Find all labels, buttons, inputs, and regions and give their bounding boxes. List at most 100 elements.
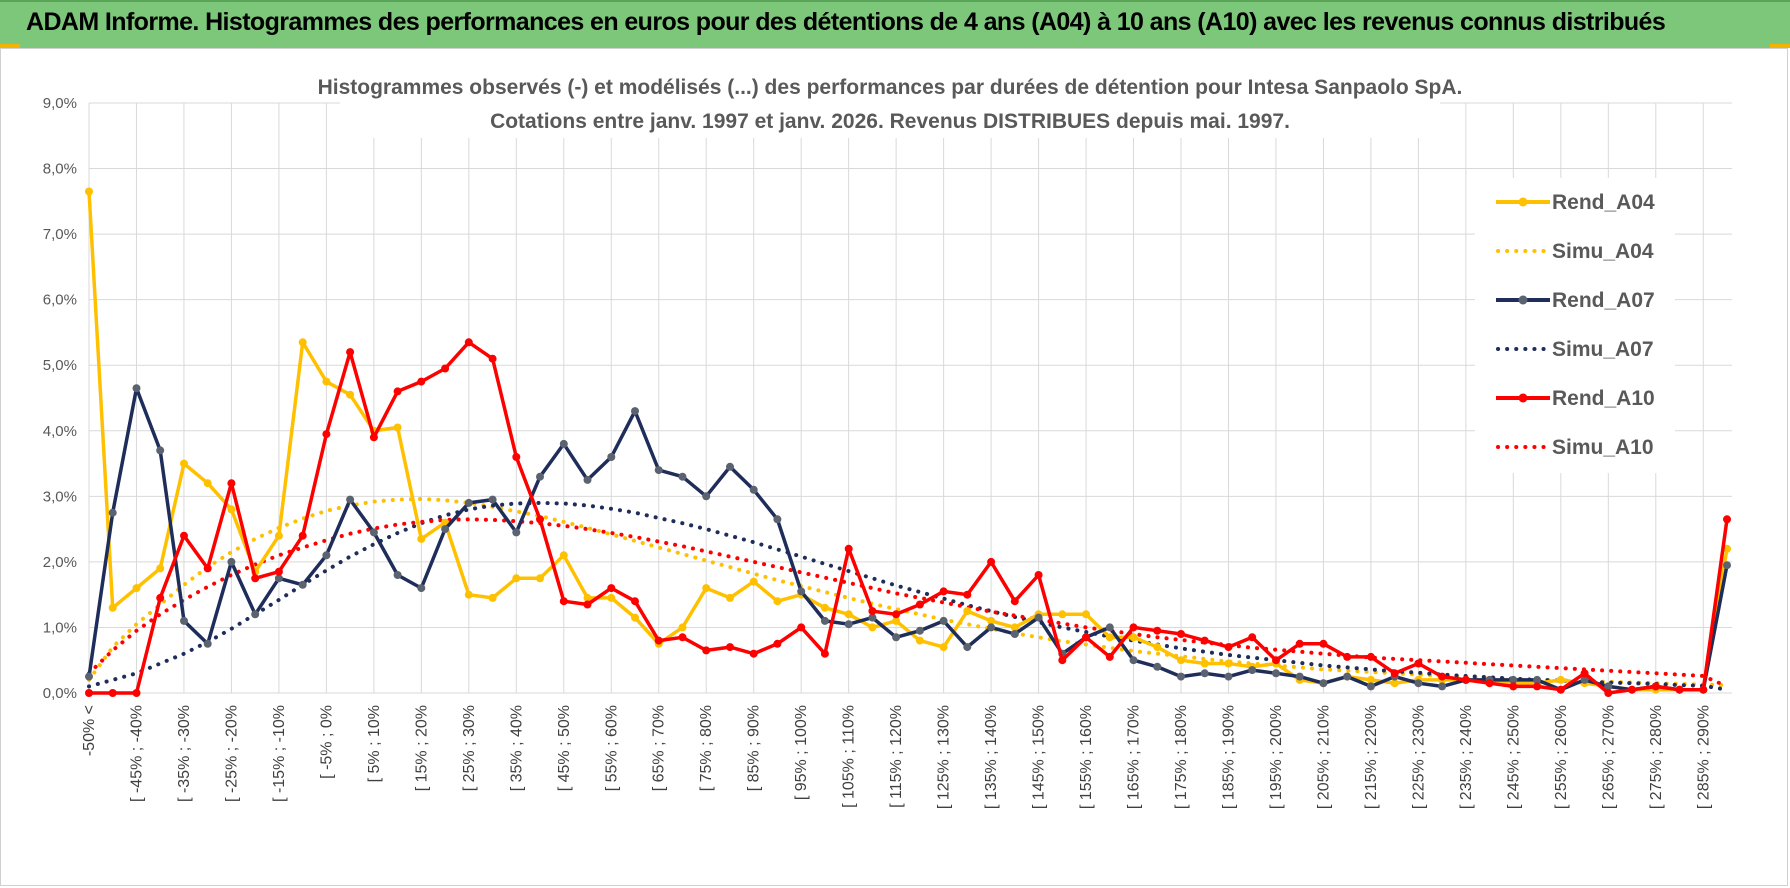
- data-point-rend-a10: [1628, 685, 1636, 694]
- data-point-rend-a10: [773, 639, 782, 648]
- data-point-rend-a04: [1082, 610, 1090, 619]
- data-point-rend-a04: [773, 597, 782, 606]
- data-point-rend-a10: [1248, 633, 1257, 642]
- data-point-rend-a10: [1533, 682, 1542, 691]
- chart-title-line-2: Cotations entre janv. 1997 et janv. 2026…: [490, 110, 1290, 133]
- data-point-rend-a04: [844, 610, 853, 619]
- data-point-rend-a04: [1556, 675, 1565, 684]
- data-point-rend-a07: [987, 623, 996, 632]
- x-tick-label: [ 95% ; 100%: [793, 705, 810, 800]
- data-point-rend-a10: [1485, 679, 1494, 688]
- y-tick-label: 5,0%: [43, 357, 77, 374]
- data-point-rend-a04: [726, 593, 734, 602]
- x-tick-label: -50% <: [81, 705, 98, 756]
- chart-frame: [0, 48, 1788, 886]
- y-tick-label: 2,0%: [43, 554, 77, 571]
- data-point-rend-a07: [488, 495, 497, 504]
- data-point-rend-a04: [203, 479, 212, 488]
- data-point-rend-a07: [274, 574, 283, 583]
- legend-marker-rend-a04: [1518, 197, 1528, 207]
- x-tick-label: [ 65% ; 70%: [651, 705, 668, 791]
- data-point-rend-a07: [1509, 675, 1518, 684]
- x-tick-label: [ 235% ; 240%: [1458, 705, 1475, 809]
- x-tick-label: [ -15% ; -10%: [271, 705, 288, 802]
- data-point-rend-a10: [1390, 669, 1399, 678]
- x-tick-label: [ 75% ; 80%: [698, 705, 715, 791]
- data-point-rend-a04: [132, 584, 141, 593]
- data-point-rend-a04: [512, 574, 521, 583]
- data-point-rend-a04: [583, 593, 592, 602]
- data-point-rend-a10: [583, 600, 592, 609]
- data-point-rend-a07: [1319, 679, 1328, 688]
- x-tick-label: [ 55% ; 60%: [603, 705, 620, 791]
- data-point-rend-a07: [393, 571, 402, 579]
- data-point-rend-a04: [1129, 633, 1138, 642]
- data-point-rend-a04: [1010, 623, 1019, 632]
- data-point-rend-a10: [1010, 597, 1019, 606]
- legend: Rend_A04 Simu_A04 Rend_A07 Simu_A07 Rend_A10…: [1475, 178, 1675, 473]
- data-point-rend-a10: [1105, 652, 1114, 661]
- data-point-rend-a07: [1248, 666, 1257, 675]
- data-point-rend-a04: [85, 187, 93, 196]
- data-point-rend-a10: [939, 587, 948, 596]
- legend-label-simu-a04: Simu_A04: [1552, 240, 1654, 263]
- data-point-rend-a10: [251, 574, 260, 583]
- data-point-rend-a07: [868, 613, 877, 622]
- data-point-rend-a04: [559, 551, 568, 560]
- series-line-simu-a07: [87, 500, 1729, 692]
- x-tick-label: [ 155% ; 160%: [1078, 705, 1095, 809]
- data-point-rend-a10: [1651, 682, 1660, 691]
- data-point-rend-a10: [441, 364, 450, 373]
- data-point-rend-a10: [85, 689, 93, 697]
- data-point-rend-a10: [1414, 659, 1423, 668]
- legend-label-simu-a10: Simu_A10: [1552, 436, 1654, 459]
- data-point-rend-a07: [108, 508, 117, 517]
- data-point-rend-a10: [464, 338, 473, 347]
- x-tick-label: [ 45% ; 50%: [556, 705, 573, 791]
- series-line-simu-a10: [87, 517, 1729, 689]
- x-tick-label: [ 105% ; 110%: [841, 705, 858, 808]
- data-point-rend-a07: [1272, 669, 1280, 678]
- data-point-rend-a10: [820, 649, 829, 658]
- data-point-rend-a10: [393, 387, 402, 396]
- x-tick-label: [ 125% ; 130%: [936, 705, 953, 809]
- data-point-rend-a07: [180, 616, 188, 625]
- data-point-rend-a07: [773, 515, 782, 524]
- data-point-rend-a10: [1699, 685, 1708, 694]
- data-point-rend-a04: [749, 577, 758, 586]
- data-point-rend-a10: [1272, 656, 1280, 665]
- data-point-rend-a04: [987, 616, 996, 625]
- x-tick-label: [ 205% ; 210%: [1315, 705, 1332, 809]
- data-point-rend-a07: [702, 492, 711, 501]
- data-point-rend-a04: [274, 531, 283, 540]
- data-point-rend-a10: [1343, 652, 1352, 661]
- data-point-rend-a10: [1153, 626, 1162, 635]
- data-point-rend-a07: [298, 580, 307, 589]
- data-point-rend-a10: [1604, 689, 1613, 697]
- x-tick-label: [ 265% ; 270%: [1600, 705, 1617, 809]
- x-tick-label: [ 285% ; 290%: [1695, 705, 1712, 809]
- x-tick-label: [ 225% ; 230%: [1410, 705, 1427, 809]
- data-point-rend-a10: [203, 564, 212, 573]
- data-point-rend-a10: [726, 643, 734, 652]
- data-point-rend-a10: [702, 646, 711, 655]
- data-point-rend-a04: [108, 603, 117, 612]
- data-point-rend-a10: [1082, 633, 1090, 642]
- y-tick-label: 1,0%: [43, 619, 77, 636]
- data-point-rend-a04: [180, 459, 188, 468]
- data-point-rend-a10: [417, 377, 426, 386]
- data-point-rend-a07: [1153, 662, 1162, 671]
- data-point-rend-a10: [1058, 656, 1067, 665]
- series-line-rend-a07: [87, 386, 1729, 692]
- data-point-rend-a10: [488, 354, 497, 363]
- data-point-rend-a10: [1723, 515, 1731, 524]
- data-point-rend-a04: [868, 623, 877, 632]
- data-point-rend-a07: [797, 587, 806, 596]
- legend-label-simu-a07: Simu_A07: [1552, 338, 1654, 361]
- data-point-rend-a04: [417, 534, 426, 543]
- data-point-rend-a04: [536, 574, 544, 583]
- data-point-rend-a10: [1461, 675, 1470, 684]
- data-point-rend-a10: [227, 479, 236, 488]
- data-point-rend-a04: [631, 613, 639, 622]
